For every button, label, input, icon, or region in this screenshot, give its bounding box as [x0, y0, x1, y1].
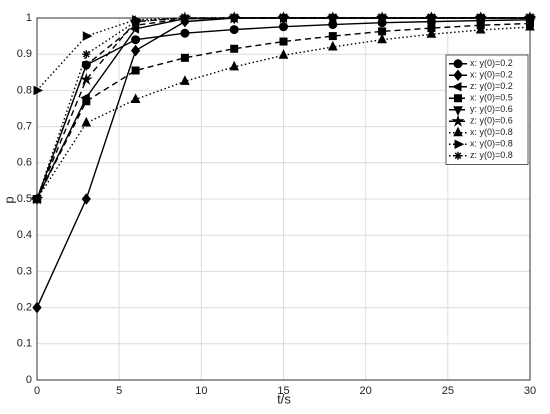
marker — [230, 14, 239, 22]
marker — [82, 97, 91, 106]
marker — [130, 44, 141, 57]
y-tick-label: 0.6 — [17, 157, 32, 169]
marker — [475, 23, 486, 34]
marker — [278, 49, 289, 59]
marker — [131, 66, 140, 75]
marker — [33, 85, 44, 96]
marker — [229, 25, 239, 35]
marker — [82, 31, 93, 41]
marker — [454, 139, 465, 150]
legend-label: x: y(0)=0.2 — [470, 70, 513, 80]
x-tick-label: 0 — [34, 385, 40, 397]
y-tick-label: 1 — [26, 12, 32, 24]
marker — [476, 14, 485, 22]
marker — [454, 151, 462, 160]
marker — [79, 72, 93, 85]
marker — [451, 114, 465, 127]
legend-label: y: y(0)=0.6 — [470, 104, 513, 114]
y-tick-label: 0.2 — [17, 302, 32, 314]
marker — [454, 94, 462, 103]
marker — [230, 44, 239, 53]
marker — [131, 17, 140, 26]
marker — [426, 28, 437, 38]
marker — [180, 28, 190, 38]
y-tick-label: 0.4 — [17, 229, 32, 241]
marker — [526, 14, 534, 22]
legend-label: z: y(0)=0.6 — [470, 116, 513, 126]
x-tick-label: 10 — [195, 385, 207, 397]
marker — [33, 195, 41, 203]
legend: x: y(0)=0.2x: y(0)=0.2z: y(0)=0.2x: y(0)… — [445, 54, 529, 165]
marker — [81, 61, 92, 72]
marker — [130, 93, 141, 103]
y-tick-label: 0.5 — [17, 193, 32, 205]
marker — [279, 37, 288, 46]
marker — [131, 35, 141, 45]
marker — [327, 40, 338, 51]
legend-label: z: y(0)=0.8 — [470, 150, 513, 160]
marker — [81, 116, 92, 127]
x-tick-label: 20 — [360, 385, 372, 397]
marker — [279, 14, 288, 22]
x-tick-label: 15 — [277, 385, 289, 397]
marker — [453, 59, 463, 69]
marker — [82, 50, 91, 59]
y-tick-label: 0.1 — [17, 338, 32, 350]
y-tick-label: 0.8 — [17, 84, 32, 96]
marker — [32, 301, 42, 314]
y-tick-label: 0.3 — [17, 265, 32, 277]
marker — [229, 60, 240, 71]
x-tick-label: 25 — [442, 385, 454, 397]
marker — [525, 20, 535, 31]
legend-label: x: y(0)=0.5 — [470, 93, 513, 103]
marker — [453, 106, 463, 116]
marker — [427, 14, 436, 22]
marker — [453, 69, 463, 82]
series-line — [36, 22, 531, 200]
x-tick-label: 5 — [116, 385, 122, 397]
marker — [451, 81, 462, 92]
y-axis-label: p — [1, 196, 16, 203]
marker — [328, 14, 337, 22]
legend-label: x: y(0)=0.8 — [470, 139, 513, 149]
x-tick-label: 30 — [524, 385, 536, 397]
marker — [453, 126, 463, 137]
marker — [81, 193, 91, 205]
marker — [378, 14, 387, 22]
marker — [180, 53, 189, 62]
marker — [180, 75, 190, 85]
marker — [328, 32, 337, 41]
y-tick-label: 0 — [26, 374, 32, 386]
legend-label: z: y(0)=0.2 — [470, 81, 513, 91]
y-tick-label: 0.7 — [17, 121, 32, 133]
legend-label: x: y(0)=0.2 — [470, 58, 513, 68]
marker — [180, 14, 189, 22]
marker — [377, 33, 387, 44]
x-axis-label: t/s — [277, 391, 291, 406]
legend-label: x: y(0)=0.8 — [470, 127, 513, 137]
y-tick-label: 0.9 — [17, 48, 32, 60]
